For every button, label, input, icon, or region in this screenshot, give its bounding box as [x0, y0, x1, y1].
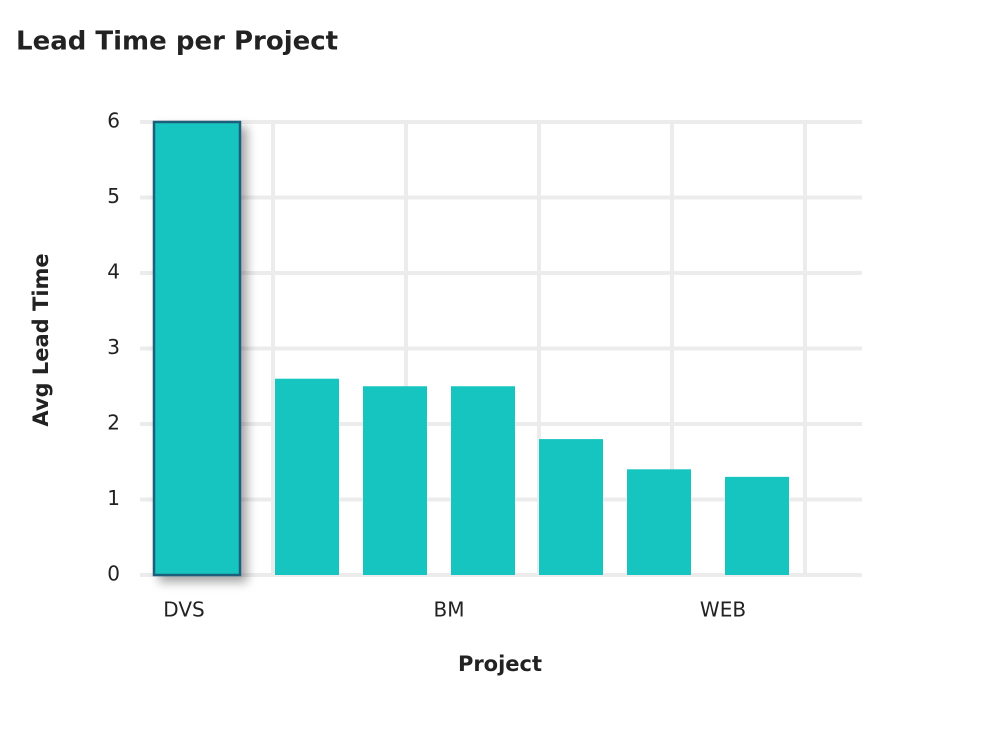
- y-tick-label: 3: [107, 335, 120, 359]
- bar: [539, 439, 603, 575]
- y-tick-label: 2: [107, 411, 120, 435]
- bar: [363, 386, 427, 575]
- chart-title: Lead Time per Project: [16, 27, 338, 57]
- y-axis-label: Avg Lead Time: [29, 253, 53, 426]
- x-axis-label: Project: [458, 652, 542, 676]
- y-tick-label: 6: [107, 109, 120, 133]
- bar: [275, 378, 339, 575]
- bar: [451, 386, 515, 575]
- y-tick-label: 1: [107, 486, 120, 510]
- y-tick-label: 5: [107, 184, 120, 208]
- y-tick-label: 4: [107, 260, 120, 284]
- x-tick-label: WEB: [700, 598, 746, 622]
- y-tick-label: 0: [107, 562, 120, 586]
- bar: [152, 120, 242, 577]
- bar: [725, 476, 789, 575]
- x-tick-label: DVS: [163, 598, 204, 622]
- bar: [627, 469, 691, 575]
- x-tick-label: BM: [434, 598, 465, 622]
